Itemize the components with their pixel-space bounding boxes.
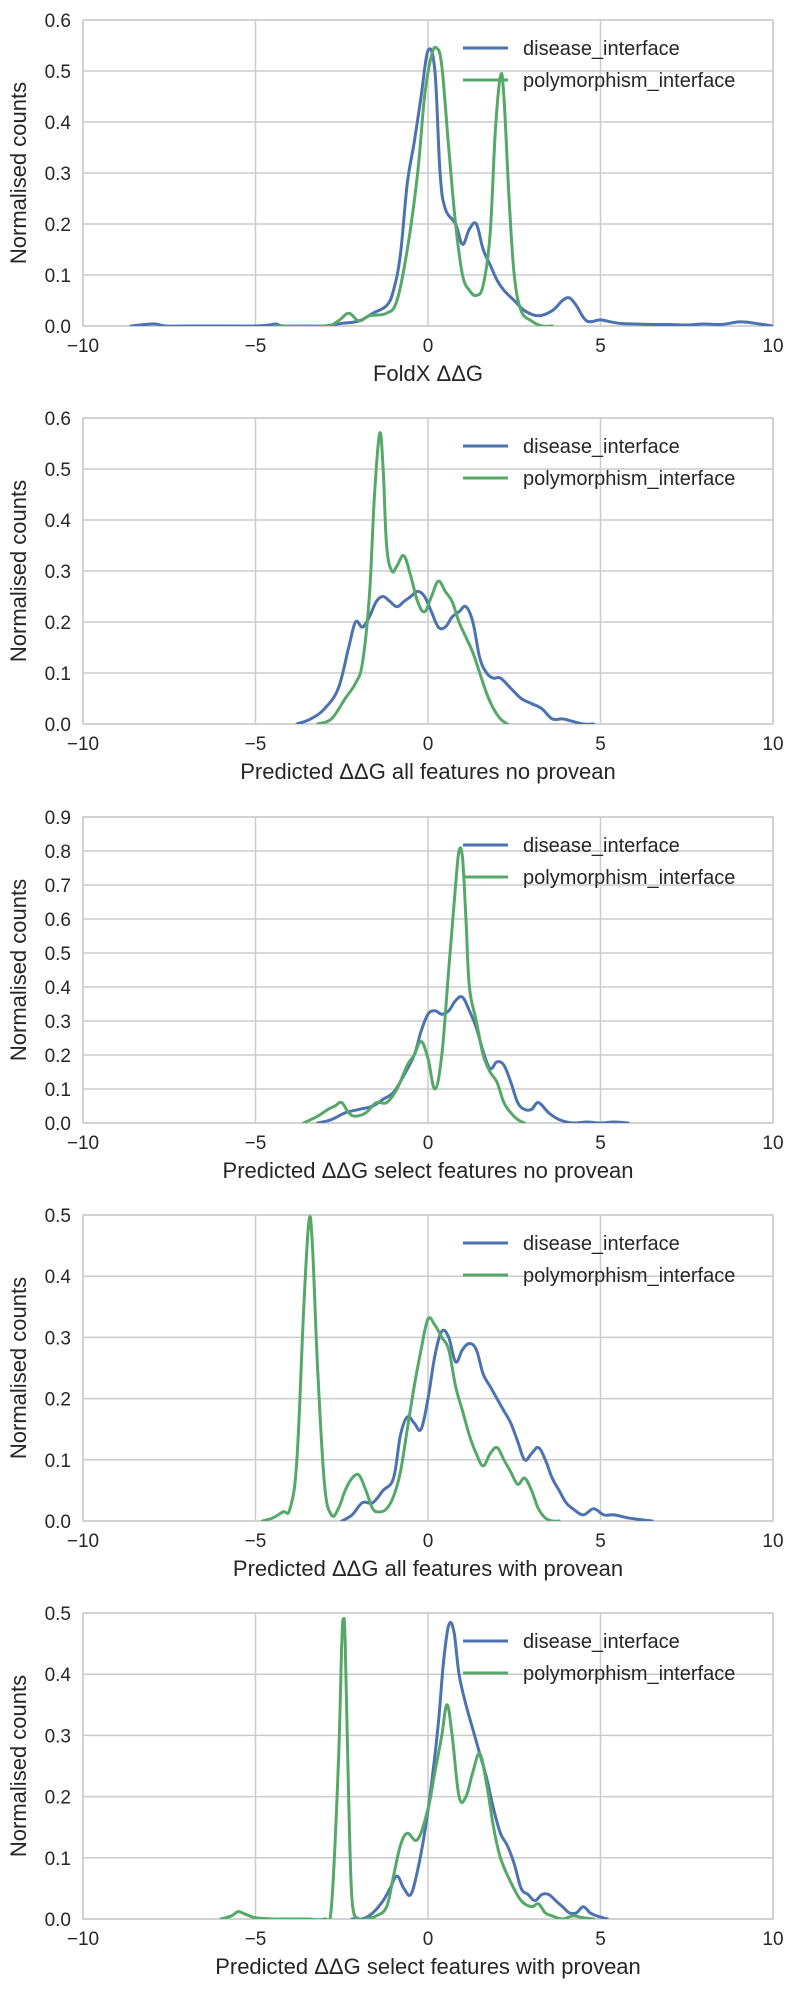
series-line-polymorphism_interface xyxy=(274,45,554,326)
y-tick-label: 0.4 xyxy=(45,113,72,134)
y-tick-label: 0.4 xyxy=(45,511,72,532)
chart-panel-4: 0.0 0.1 0.2 0.3 0.4 0.5 −10 −5 0 5 10 Predicted ΔΔG… xyxy=(6,1206,784,1581)
series-line-polymorphism_interface xyxy=(260,1215,561,1521)
legend-label-disease_interface: disease_interface xyxy=(523,835,680,857)
x-tick-label: 10 xyxy=(762,336,783,357)
x-tick-label: 10 xyxy=(762,1929,783,1950)
x-tick-label: −5 xyxy=(245,1531,267,1552)
y-axis-label: Normalised counts xyxy=(6,480,31,662)
x-tick-label: −10 xyxy=(67,1133,99,1154)
y-tick-label: 0.2 xyxy=(45,613,71,634)
x-tick-label: −10 xyxy=(67,1531,99,1552)
y-tick-label: 0.0 xyxy=(45,1114,71,1135)
series-line-disease_interface xyxy=(295,589,596,724)
y-tick-label: 0.1 xyxy=(45,1451,71,1472)
x-tick-label: 5 xyxy=(595,1133,606,1154)
y-tick-label: 0.8 xyxy=(45,842,71,863)
x-tick-label: −5 xyxy=(245,1133,267,1154)
y-tick-label: 0.3 xyxy=(45,1726,71,1747)
x-tick-label: −5 xyxy=(245,336,267,357)
y-tick-label: 0.1 xyxy=(45,266,71,287)
series-line-disease_interface xyxy=(340,1328,654,1521)
y-tick-label: 0.0 xyxy=(45,317,71,338)
y-tick-label: 0.9 xyxy=(45,808,71,829)
series-line-polymorphism_interface xyxy=(219,1616,596,1919)
x-axis-label: Predicted ΔΔG select features with prove… xyxy=(215,1954,641,1979)
y-tick-label: 0.4 xyxy=(45,978,72,999)
x-tick-label: 5 xyxy=(595,1531,606,1552)
x-tick-label: 0 xyxy=(423,336,434,357)
series-line-polymorphism_interface xyxy=(316,431,509,724)
x-tick-label: −5 xyxy=(245,734,267,755)
x-tick-label: −10 xyxy=(67,336,99,357)
y-tick-label: 0.6 xyxy=(45,11,71,32)
y-tick-label: 0.2 xyxy=(45,1390,71,1411)
y-tick-label: 0.5 xyxy=(45,944,71,965)
chart-panel-2: 0.0 0.1 0.2 0.3 0.4 0.5 0.6 −10 −5 0 5 10 Predicted … xyxy=(6,409,784,784)
x-tick-label: 10 xyxy=(762,1133,783,1154)
y-tick-label: 0.3 xyxy=(45,164,71,185)
chart-panel-1: 0.0 0.1 0.2 0.3 0.4 0.5 0.6 −10 −5 0 5 10 FoldX ΔΔG N… xyxy=(6,11,784,386)
y-tick-label: 0.3 xyxy=(45,562,71,583)
y-axis-label: Normalised counts xyxy=(6,1675,31,1857)
y-tick-label: 0.7 xyxy=(45,876,71,897)
y-tick-label: 0.2 xyxy=(45,1788,71,1809)
y-tick-label: 0.1 xyxy=(45,664,71,685)
y-axis-label: Normalised counts xyxy=(6,1277,31,1459)
legend-label-polymorphism_interface: polymorphism_interface xyxy=(523,468,735,490)
chart-panel-3: 0.0 0.1 0.2 0.3 0.4 0.5 0.6 0.7 0.8 0.9 −10 −5 0 5 10 P… xyxy=(6,808,784,1183)
x-tick-label: 5 xyxy=(595,1929,606,1950)
y-tick-label: 0.0 xyxy=(45,1910,71,1931)
x-tick-label: 0 xyxy=(423,734,434,755)
x-tick-label: −10 xyxy=(67,734,99,755)
x-tick-label: 10 xyxy=(762,734,783,755)
legend-label-polymorphism_interface: polymorphism_interface xyxy=(523,70,735,92)
x-tick-label: 0 xyxy=(423,1929,434,1950)
y-axis-label: Normalised counts xyxy=(6,82,31,264)
legend-label-polymorphism_interface: polymorphism_interface xyxy=(523,1265,735,1287)
y-tick-label: 0.5 xyxy=(45,460,71,481)
legend-label-polymorphism_interface: polymorphism_interface xyxy=(523,1663,735,1685)
x-tick-label: 5 xyxy=(595,734,606,755)
y-tick-label: 0.6 xyxy=(45,409,71,430)
x-axis-label: Predicted ΔΔG all features with provean xyxy=(233,1556,623,1581)
y-tick-label: 0.6 xyxy=(45,910,71,931)
y-axis-label: Normalised counts xyxy=(6,879,31,1061)
legend-label-polymorphism_interface: polymorphism_interface xyxy=(523,867,735,889)
y-tick-label: 0.1 xyxy=(45,1080,71,1101)
y-tick-label: 0.5 xyxy=(45,1604,71,1625)
y-tick-label: 0.2 xyxy=(45,1046,71,1067)
y-tick-label: 0.1 xyxy=(45,1849,71,1870)
legend-label-disease_interface: disease_interface xyxy=(523,1631,680,1653)
legend-label-disease_interface: disease_interface xyxy=(523,38,680,60)
x-tick-label: 0 xyxy=(423,1133,434,1154)
y-tick-label: 0.4 xyxy=(45,1665,72,1686)
y-tick-label: 0.3 xyxy=(45,1328,71,1349)
x-tick-label: 0 xyxy=(423,1531,434,1552)
x-tick-label: −10 xyxy=(67,1929,99,1950)
legend-label-disease_interface: disease_interface xyxy=(523,1233,680,1255)
y-tick-label: 0.3 xyxy=(45,1012,71,1033)
x-tick-label: 10 xyxy=(762,1531,783,1552)
legend-label-disease_interface: disease_interface xyxy=(523,436,680,458)
series-line-polymorphism_interface xyxy=(302,846,527,1123)
y-tick-label: 0.0 xyxy=(45,715,71,736)
y-tick-label: 0.4 xyxy=(45,1267,72,1288)
y-tick-label: 0.5 xyxy=(45,62,71,83)
series-line-disease_interface xyxy=(316,995,630,1123)
y-tick-label: 0.2 xyxy=(45,215,71,236)
x-axis-label: Predicted ΔΔG all features no provean xyxy=(240,759,615,784)
chart-panel-5: 0.0 0.1 0.2 0.3 0.4 0.5 −10 −5 0 5 10 Predicted ΔΔG… xyxy=(6,1604,784,1979)
y-tick-label: 0.0 xyxy=(45,1512,71,1533)
x-axis-label: FoldX ΔΔG xyxy=(373,361,483,386)
y-tick-label: 0.5 xyxy=(45,1206,71,1227)
x-axis-label: Predicted ΔΔG select features no provean xyxy=(223,1158,634,1183)
x-tick-label: 5 xyxy=(595,336,606,357)
x-tick-label: −5 xyxy=(245,1929,267,1950)
